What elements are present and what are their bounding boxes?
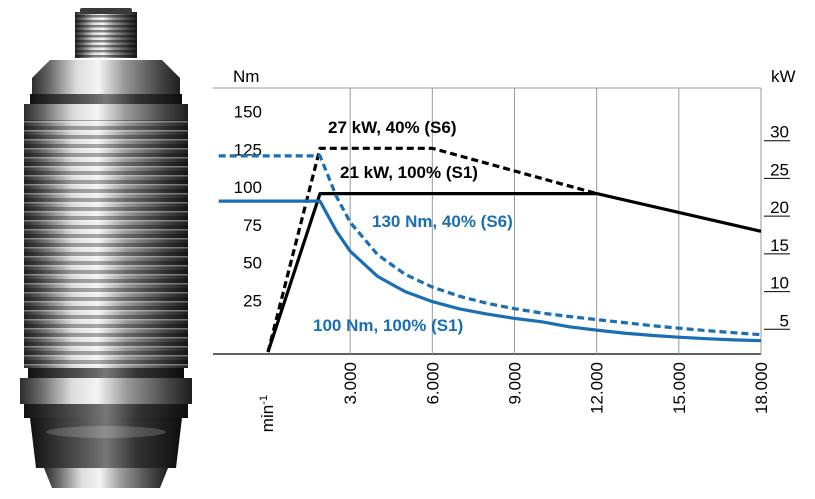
x-axis-ticks: 3.000 6.000 9.000 12.000 15.000 18.000 — [341, 362, 771, 414]
right-tick-label: 30 — [770, 123, 789, 142]
right-tick-label: 15 — [770, 236, 789, 255]
series-line — [266, 192, 762, 353]
series-line — [218, 199, 762, 343]
annotation-130nm: 130 Nm, 40% (S6) — [372, 212, 513, 231]
x-tick-label: 9.000 — [506, 362, 525, 405]
x-tick-label: 3.000 — [341, 362, 360, 405]
right-tick-label: 25 — [770, 160, 789, 179]
x-axis-unit-exponent: -1 — [258, 395, 270, 405]
spindle-body — [20, 8, 192, 488]
right-tick-label: 10 — [770, 274, 789, 293]
left-tick-label: 150 — [234, 103, 262, 122]
chart-series — [218, 146, 762, 353]
x-tick-label: 6.000 — [423, 362, 442, 405]
x-tick-label: 15.000 — [670, 362, 689, 414]
right-axis-ticks: 5 10 15 20 25 30 — [764, 123, 790, 330]
left-tick-label: 25 — [243, 291, 262, 310]
x-axis-unit-base: min — [258, 405, 277, 432]
right-tick-label: 20 — [770, 198, 789, 217]
annotation-27kw: 27 kW, 40% (S6) — [328, 118, 457, 137]
x-axis-unit: min-1 — [258, 395, 277, 432]
x-tick-label: 18.000 — [752, 362, 771, 414]
annotation-21kw: 21 kW, 100% (S1) — [340, 163, 478, 182]
left-tick-label: 50 — [243, 254, 262, 273]
right-axis-unit: kW — [771, 67, 796, 86]
right-tick-label: 5 — [780, 311, 789, 330]
x-tick-label: 12.000 — [588, 362, 607, 414]
left-axis-unit: Nm — [233, 67, 259, 86]
left-tick-label: 75 — [243, 216, 262, 235]
series-line — [218, 154, 762, 337]
series-line — [266, 146, 598, 353]
left-tick-label: 100 — [234, 178, 262, 197]
annotation-100nm: 100 Nm, 100% (S1) — [313, 316, 463, 335]
